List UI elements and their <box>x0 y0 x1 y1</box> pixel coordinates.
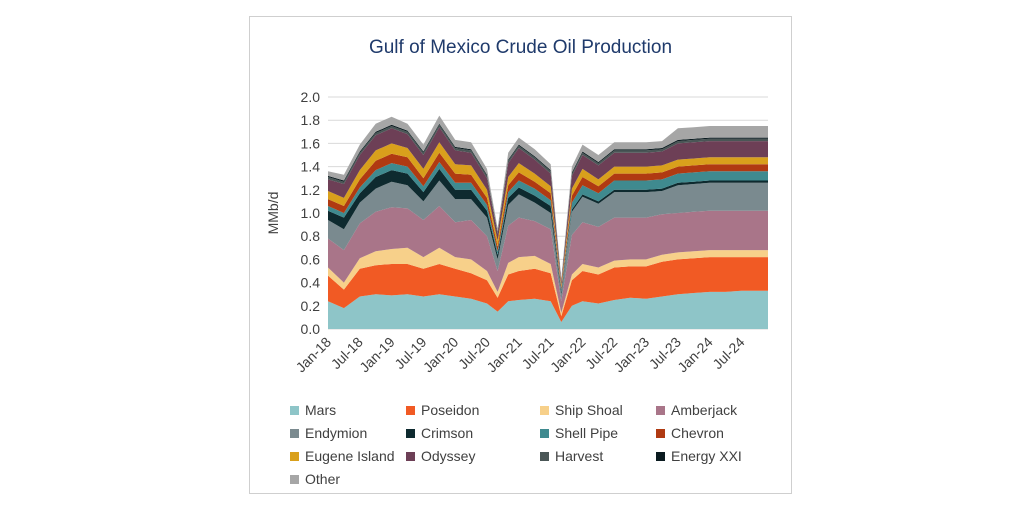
y-axis-label: MMb/d <box>265 192 281 235</box>
y-tick-label: 1.2 <box>301 182 321 198</box>
legend-label: Harvest <box>555 448 604 464</box>
legend-item: Energy XXI <box>656 446 780 466</box>
x-tick-label: Jan-22 <box>547 334 589 376</box>
legend-item: Other <box>290 469 406 489</box>
legend-label: Endymion <box>305 425 368 441</box>
area-mars <box>328 290 768 329</box>
y-tick-label: 0.8 <box>301 228 321 244</box>
legend-item: Poseidon <box>406 400 540 420</box>
legend-swatch <box>540 405 549 415</box>
legend-label: Mars <box>305 402 337 418</box>
legend-swatch <box>290 474 299 484</box>
area-ship-shoal <box>328 247 768 317</box>
y-tick-label: 2.0 <box>301 89 321 105</box>
legend-label: Chevron <box>671 425 724 441</box>
legend-label: Crimson <box>421 425 474 441</box>
legend-item: Amberjack <box>656 400 780 420</box>
x-tick-label: Jan-23 <box>611 334 653 376</box>
legend-swatch <box>290 451 299 461</box>
area-harvest <box>328 124 768 282</box>
legend-item: Chevron <box>656 423 780 443</box>
x-tick-label: Jan-21 <box>483 334 525 376</box>
legend-item: Shell Pipe <box>540 423 656 443</box>
legend-item: Odyssey <box>406 446 540 466</box>
legend-label: Poseidon <box>421 402 480 418</box>
y-tick-label: 1.8 <box>301 112 321 128</box>
legend-item: Mars <box>290 400 406 420</box>
y-tick-label: 0.0 <box>301 321 321 337</box>
x-tick-label: Jul-24 <box>709 334 747 372</box>
legend-swatch <box>540 451 549 461</box>
chart-card: Gulf of Mexico Crude Oil Production 0.0 0… <box>249 16 792 494</box>
y-tick-label: 1.0 <box>301 205 321 221</box>
legend-label: Amberjack <box>671 402 738 418</box>
y-tick-label: 0.4 <box>301 275 321 291</box>
legend-label: Odyssey <box>421 448 476 464</box>
legend-label: Other <box>305 471 341 487</box>
chart-title: Gulf of Mexico Crude Oil Production <box>368 37 673 58</box>
legend-swatch <box>656 428 665 438</box>
y-tick-label: 1.6 <box>301 135 321 151</box>
area-amberjack <box>328 206 768 313</box>
area-chevron <box>328 152 768 290</box>
area-crimson <box>328 168 768 295</box>
legend-swatch <box>406 428 415 438</box>
area-odyssey <box>328 127 768 285</box>
legend-item: Crimson <box>406 423 540 443</box>
legend-swatch <box>290 405 299 415</box>
area-poseidon <box>328 257 768 322</box>
legend-label: Ship Shoal <box>555 402 623 418</box>
chart-legend: Mars Poseidon Ship Shoal Amberjack Endymion C… <box>290 400 780 489</box>
legend-item: Ship Shoal <box>540 400 656 420</box>
legend-label: Energy XXI <box>671 448 742 464</box>
x-tick-label: Jan-20 <box>420 334 462 376</box>
legend-swatch <box>290 428 299 438</box>
legend-item: Endymion <box>290 423 406 443</box>
legend-swatch <box>540 428 549 438</box>
y-tick-label: 1.4 <box>301 159 321 175</box>
x-tick-label: Jan-24 <box>674 334 716 376</box>
area-other <box>328 115 768 281</box>
x-tick-label: Jan-18 <box>293 334 335 376</box>
chart-plot: 0.0 0.2 0.4 0.6 0.8 1.0 1.2 1.4 1.6 1.8 2.0 MMb/d Ja… <box>265 89 768 376</box>
legend-item: Harvest <box>540 446 656 466</box>
legend-swatch <box>406 405 415 415</box>
legend-label: Shell Pipe <box>555 425 619 441</box>
x-tick-label: Jan-19 <box>356 334 398 376</box>
area-shell-pipe <box>328 162 768 292</box>
legend-label: Eugene Island <box>305 448 395 464</box>
legend-swatch <box>406 451 415 461</box>
y-tick-label: 0.6 <box>301 251 321 267</box>
area-eugene-island <box>328 142 768 288</box>
area-endymion <box>328 180 768 302</box>
legend-swatch <box>656 451 665 461</box>
legend-item: Eugene Island <box>290 446 406 466</box>
legend-swatch <box>656 405 665 415</box>
y-tick-label: 0.2 <box>301 298 321 314</box>
